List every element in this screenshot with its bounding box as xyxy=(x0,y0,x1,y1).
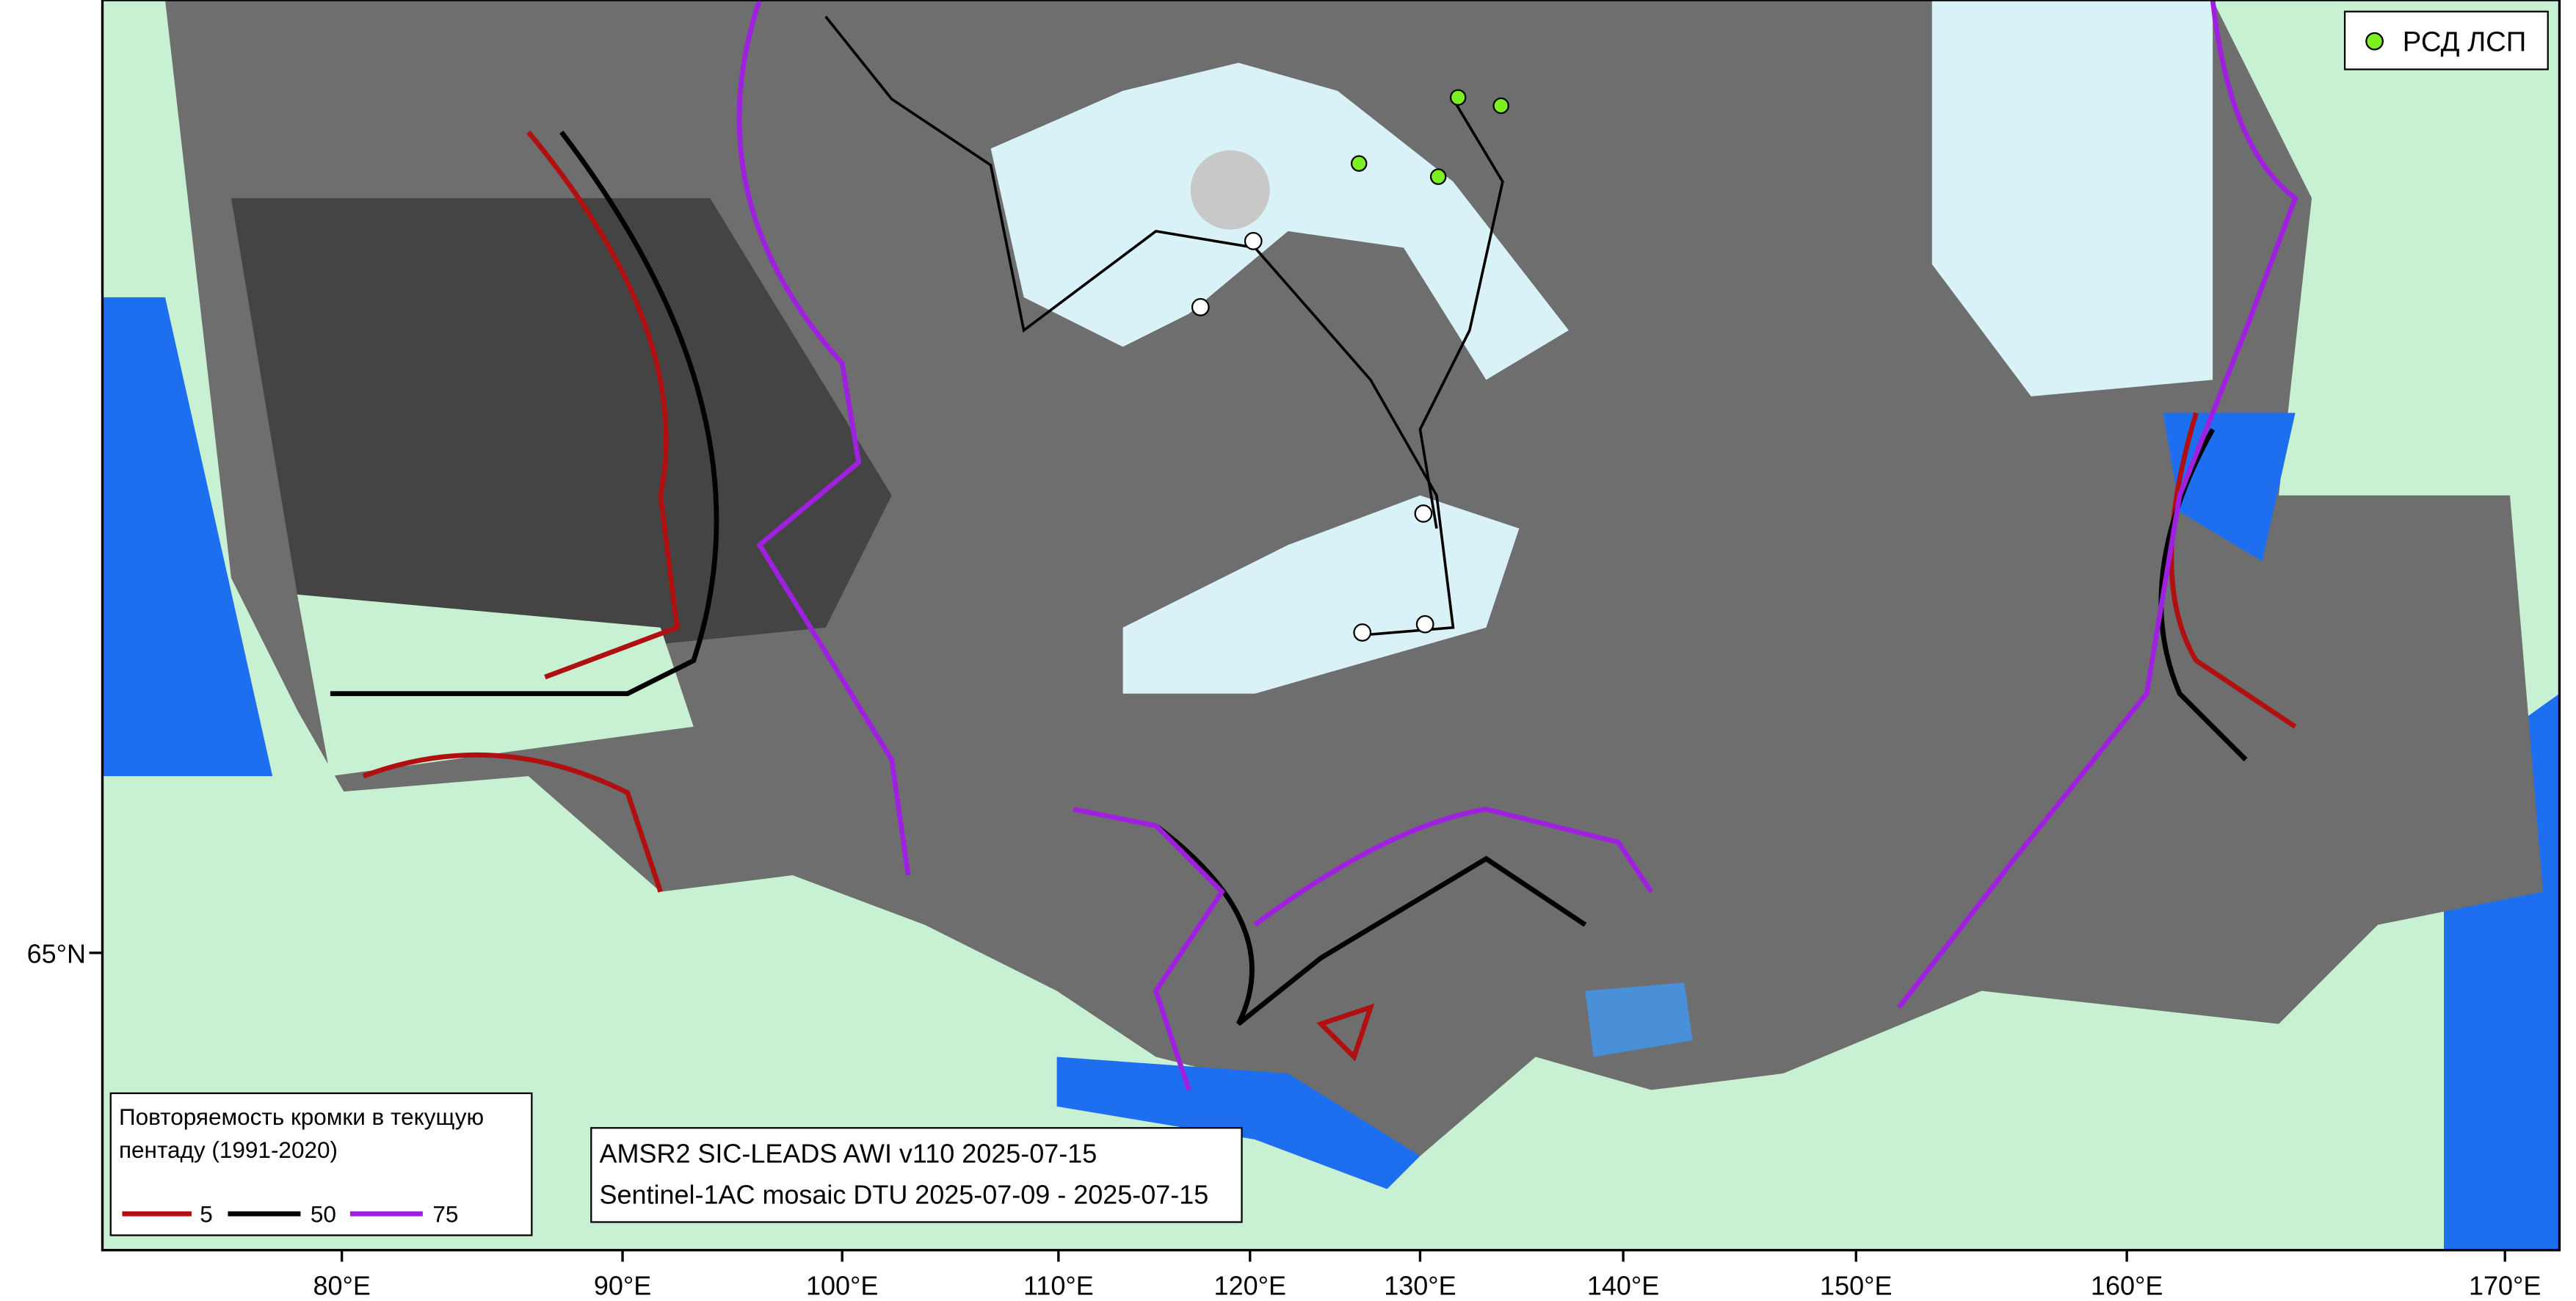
station-marker xyxy=(1350,155,1368,172)
sea-ice xyxy=(1585,982,1693,1057)
station-marker xyxy=(1244,232,1263,250)
land xyxy=(297,594,694,777)
sea-water xyxy=(1056,1057,1421,1189)
land xyxy=(297,776,661,1057)
info-line: AMSR2 SIC-LEADS AWI v110 2025-07-15 xyxy=(600,1139,1097,1169)
legend-item: 5 xyxy=(200,1200,213,1227)
edge-contour-75 xyxy=(736,0,2299,1091)
legend-item: 50 xyxy=(311,1200,336,1227)
legend-item: 75 xyxy=(432,1200,458,1227)
station-marker xyxy=(1492,97,1509,115)
x-axis-label: 120°E xyxy=(1214,1270,1286,1300)
legend-title-box: Повторяемость кромки в текущую пентаду (… xyxy=(118,1103,485,1163)
sea-ice-free xyxy=(990,62,1569,380)
drift-track xyxy=(824,15,1455,637)
x-axis-label: 160°E xyxy=(2091,1270,2163,1300)
edge-legend: Повторяемость кромки в текущую пентаду (… xyxy=(109,1092,533,1236)
x-axis-label: 80°E xyxy=(313,1270,370,1300)
legend-marker xyxy=(2365,32,2384,51)
pole-hole xyxy=(1190,150,1270,230)
station-marker xyxy=(1191,297,1210,316)
station-marker xyxy=(1449,89,1467,106)
frame-border xyxy=(101,0,2561,1252)
station-marker xyxy=(1414,504,1433,523)
x-axis-label: 110°E xyxy=(1023,1270,1094,1300)
info-box: AMSR2 SIC-LEADS AWI v110 2025-07-15 Sent… xyxy=(590,1127,1243,1223)
x-axis-label: 170°E xyxy=(2469,1270,2541,1300)
x-axis-label: 140°E xyxy=(1587,1270,1659,1300)
station-marker xyxy=(1429,168,1447,185)
info-line: Sentinel-1AC mosaic DTU 2025-07-09 - 202… xyxy=(600,1180,1209,1210)
axis-labels: 80°E 90°E 100°E 110°E 120°E 130°E 140°E 150°E 16… xyxy=(27,938,2541,1300)
y-axis-label: 65°N xyxy=(27,938,86,968)
sea-water xyxy=(102,297,273,777)
sar-mosaic xyxy=(231,197,892,661)
station-marker xyxy=(1415,615,1434,634)
sea-ice-free xyxy=(1122,495,1520,694)
x-axis-label: 100°E xyxy=(806,1270,878,1300)
sea-ice-free xyxy=(1931,0,2213,396)
legend-title: Повторяемость кромки в текущую пентаду (… xyxy=(118,1103,485,1163)
map-frame xyxy=(101,0,2561,1252)
info-border xyxy=(590,1127,1243,1223)
drift-track xyxy=(1418,98,1504,529)
edge-contour-5 xyxy=(362,130,2297,1062)
x-axis-label: 150°E xyxy=(1820,1270,1892,1300)
x-axis-label: 130°E xyxy=(1384,1270,1456,1300)
x-axis-label: 90°E xyxy=(594,1270,651,1300)
legend-label: РСД ЛСП xyxy=(2403,26,2526,58)
stations-legend: РСД ЛСП xyxy=(2343,10,2549,70)
station-marker xyxy=(1353,623,1372,642)
